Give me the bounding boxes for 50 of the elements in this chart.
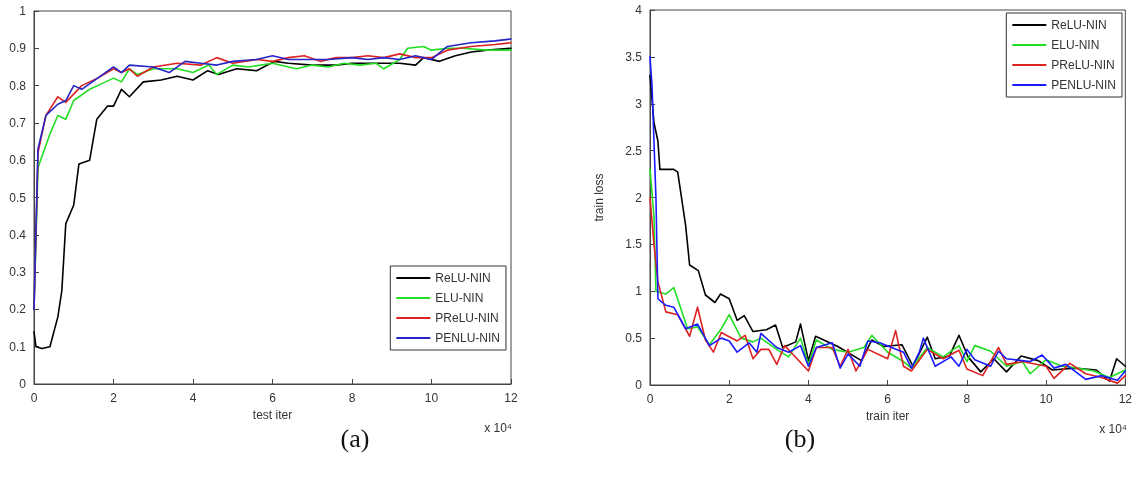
- y-tick-label: 0.4: [9, 227, 27, 242]
- y-tick-label: 0.6: [9, 153, 27, 168]
- y-tick-label: 0: [19, 377, 27, 391]
- text: (b): [784, 423, 816, 453]
- text: x 10⁴: [484, 421, 513, 435]
- x-tick-label: 0: [646, 392, 654, 406]
- legend-label: PENLU-NIN: [1051, 78, 1117, 92]
- x-tick-label: 12: [1118, 392, 1133, 406]
- x-tick-label: 8: [348, 391, 356, 405]
- legend-label: ReLU-NIN: [1051, 18, 1107, 32]
- text: (a): [340, 423, 370, 453]
- x-tick-label: 6: [269, 391, 277, 405]
- x-tick-label: 2: [725, 392, 733, 406]
- legend-label: ELU-NIN: [435, 291, 484, 305]
- x-tick-label: 6: [884, 392, 892, 406]
- x-tick-label: 0: [30, 391, 38, 405]
- y-tick-label: 3: [635, 96, 643, 111]
- legend-label: PReLU-NIN: [1051, 58, 1115, 72]
- y-tick-label: 1: [635, 284, 643, 299]
- y-tick-label: 2.5: [625, 143, 643, 158]
- y-tick-label: 0.2: [9, 302, 27, 317]
- text: x 10⁴: [1099, 422, 1128, 436]
- y-tick-label: 0.1: [9, 339, 27, 354]
- y-tick-label: 0.5: [9, 190, 27, 205]
- y-tick-label: 0: [635, 378, 643, 392]
- y-tick-label: 0.8: [9, 78, 27, 93]
- y-axis-title: train loss: [592, 173, 606, 222]
- y-tick-label: 0.5: [625, 331, 643, 346]
- y-tick-label: 1.5: [625, 237, 643, 252]
- y-tick-label: 3.5: [625, 49, 643, 64]
- x-tick-label: 10: [424, 391, 439, 405]
- line-series: [649, 168, 1127, 379]
- legend-label: PReLU-NIN: [435, 311, 499, 325]
- y-tick-label: 1: [19, 4, 27, 18]
- y-tick-label: 0.7: [9, 115, 27, 130]
- legend-label: PENLU-NIN: [435, 331, 501, 345]
- x-tick-label: 10: [1039, 392, 1054, 406]
- x-tick-label: 2: [110, 391, 118, 405]
- y-tick-label: 2: [635, 190, 643, 205]
- x-axis-title: test iter: [252, 407, 293, 422]
- x-tick-label: 4: [189, 391, 197, 405]
- y-tick-label: 0.3: [9, 265, 27, 280]
- y-tick-label: 0.9: [9, 41, 27, 56]
- y-tick-label: 4: [635, 3, 643, 17]
- x-axis-title: train iter: [865, 408, 910, 423]
- x-tick-label: 12: [504, 391, 518, 405]
- x-tick-label: 8: [963, 392, 971, 406]
- legend-label: ELU-NIN: [1051, 38, 1100, 52]
- x-tick-label: 4: [805, 392, 813, 406]
- legend-label: ReLU-NIN: [435, 271, 491, 285]
